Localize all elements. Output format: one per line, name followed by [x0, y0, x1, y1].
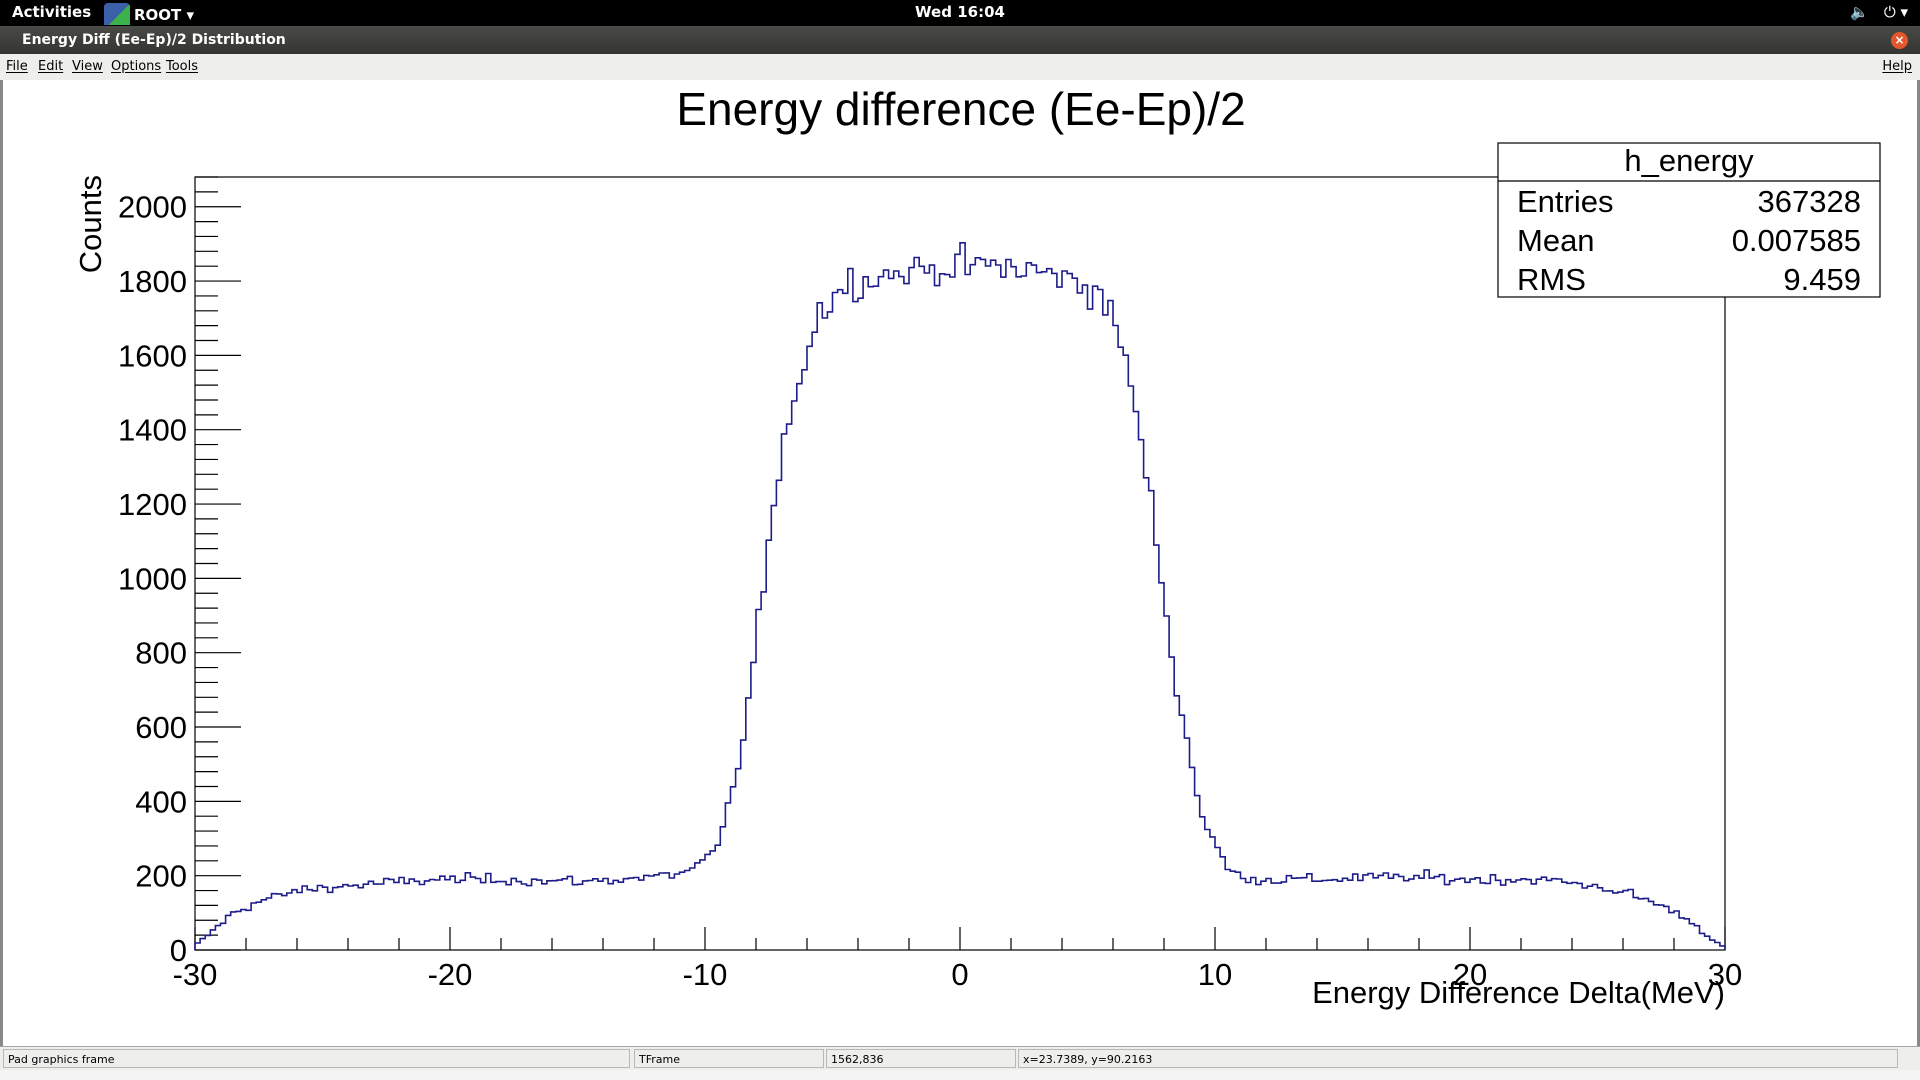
y-tick-label: 1800 — [118, 264, 187, 299]
stats-rms-label: RMS — [1517, 262, 1586, 297]
x-tick-label: -30 — [173, 957, 218, 992]
x-tick-labels: -30 -20 -10 0 10 20 30 — [173, 957, 1743, 992]
plot-frame — [194, 176, 1726, 951]
desktop-background-strip — [0, 1070, 1920, 1080]
x-tick-label: -10 — [683, 957, 728, 992]
status-pixel: 1562,836 — [826, 1049, 1016, 1068]
window-title: Energy Diff (Ee-Ep)/2 Distribution — [22, 32, 286, 48]
x-tick-label: 20 — [1453, 957, 1487, 992]
menu-edit[interactable]: Edit — [38, 59, 64, 74]
stats-name: h_energy — [1624, 143, 1754, 178]
stats-box-frame — [1497, 142, 1881, 298]
menu-view[interactable]: View — [72, 59, 103, 74]
y-tick-label: 400 — [135, 784, 187, 819]
menu-options[interactable]: Options — [111, 59, 162, 74]
stats-rms-value: 9.459 — [1783, 262, 1861, 297]
y-tick-label: 200 — [135, 859, 187, 894]
x-tick-label: 30 — [1708, 957, 1742, 992]
chart-title: Energy difference (Ee-Ep)/2 — [676, 83, 1245, 135]
y-tick-label: 1200 — [118, 487, 187, 522]
volume-icon[interactable]: 🔈 — [1850, 3, 1870, 21]
app-menu[interactable]: ROOT ▾ — [104, 3, 194, 25]
menu-file[interactable]: File — [6, 59, 28, 74]
x-tick-label: -20 — [428, 957, 473, 992]
root-logo-icon — [104, 3, 130, 25]
status-coords: x=23.7389, y=90.2163 — [1018, 1049, 1898, 1068]
stats-box[interactable]: h_energy Entries 367328 Mean 0.007585 RM… — [1497, 142, 1881, 298]
close-icon[interactable]: × — [1891, 32, 1908, 49]
stats-entries-label: Entries — [1517, 184, 1613, 219]
stats-mean-value: 0.007585 — [1732, 223, 1861, 258]
y-tick-label: 1000 — [118, 561, 187, 596]
y-tick-label: 800 — [135, 636, 187, 671]
gnome-top-bar: Activities ROOT ▾ Wed 16:04 🔈 ⏻ ▾ — [0, 0, 1920, 26]
activities-button[interactable]: Activities — [12, 3, 92, 21]
axis-ticks — [194, 176, 1726, 951]
window-title-bar[interactable]: Energy Diff (Ee-Ep)/2 Distribution × — [0, 26, 1920, 54]
x-tick-label: 0 — [951, 957, 968, 992]
stats-mean-label: Mean — [1517, 223, 1595, 258]
status-bar: Pad graphics frame TFrame 1562,836 x=23.… — [0, 1046, 1920, 1071]
power-icon[interactable]: ⏻ ▾ — [1883, 3, 1908, 21]
app-menu-label: ROOT ▾ — [134, 6, 195, 24]
menu-help[interactable]: Help — [1882, 59, 1912, 74]
histogram-chart[interactable]: Energy difference (Ee-Ep)/2 020040060080… — [3, 80, 1917, 1046]
stats-entries-value: 367328 — [1758, 184, 1861, 219]
x-tick-label: 10 — [1198, 957, 1232, 992]
histogram-series-line — [194, 242, 1726, 950]
root-canvas[interactable]: Energy difference (Ee-Ep)/2 0 200 400 600 80… — [0, 80, 1920, 1046]
y-tick-label: 1400 — [118, 413, 187, 448]
y-tick-label: 2000 — [118, 190, 187, 225]
y-tick-label: 1600 — [118, 338, 187, 373]
y-tick-label: 600 — [135, 710, 187, 745]
menu-bar: File Edit View Options Tools Help — [0, 54, 1920, 81]
menu-tools[interactable]: Tools — [166, 59, 199, 74]
status-object: Pad graphics frame — [3, 1049, 630, 1068]
clock[interactable]: Wed 16:04 — [915, 3, 1005, 21]
y-axis-label: Counts — [73, 175, 108, 273]
x-axis-label: Energy Difference Delta(MeV) — [1312, 975, 1725, 1010]
y-tick-label: 0 — [170, 933, 187, 968]
status-class: TFrame — [634, 1049, 824, 1068]
system-tray[interactable]: 🔈 ⏻ ▾ — [1840, 3, 1908, 21]
y-tick-labels: 0 200 400 600 800 1000 1200 1400 1600 1800 2000 — [118, 190, 187, 968]
